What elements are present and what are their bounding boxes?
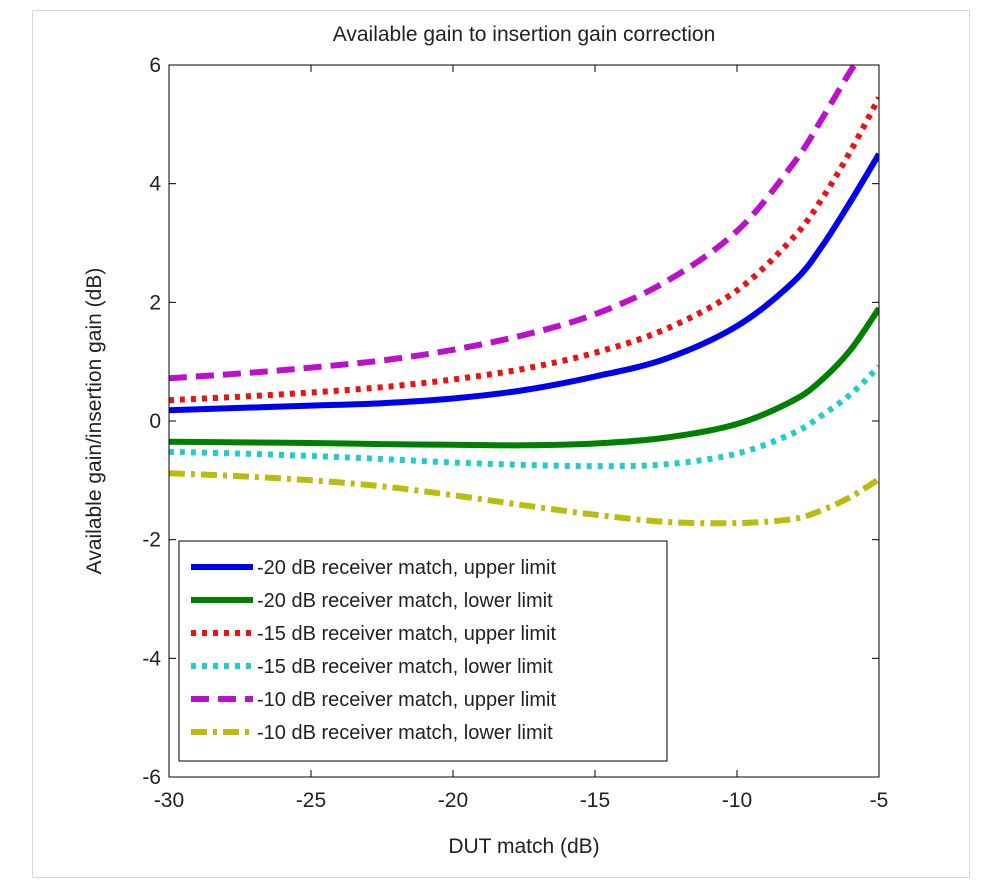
y-axis-label: Available gain/insertion gain (dB) <box>83 268 106 575</box>
y-tick-label: -4 <box>142 647 161 670</box>
x-tick-label: -15 <box>580 789 610 812</box>
legend-box <box>178 540 668 762</box>
legend-label: -15 dB receiver match, lower limit <box>257 656 553 678</box>
x-tick-label: -30 <box>154 789 184 812</box>
legend-label: -20 dB receiver match, upper limit <box>257 557 556 579</box>
series-line <box>169 65 859 382</box>
y-tick-label: -6 <box>142 766 161 789</box>
figure-frame: Available gain to insertion gain correct… <box>32 10 970 878</box>
series-line <box>169 470 879 527</box>
y-tick-label: -2 <box>142 529 161 552</box>
x-tick-label: -20 <box>438 789 468 812</box>
legend-label: -20 dB receiver match, lower limit <box>257 590 553 612</box>
series-layer <box>169 65 879 527</box>
y-tick-label: 2 <box>149 291 161 314</box>
x-tick-label: -10 <box>722 789 752 812</box>
legend-label: -10 dB receiver match, lower limit <box>257 722 553 744</box>
y-tick-label: 0 <box>149 410 161 433</box>
chart: Available gain to insertion gain correct… <box>83 23 888 858</box>
y-tick-label: 4 <box>149 173 161 196</box>
x-axis-label: DUT match (dB) <box>448 835 599 858</box>
legend: -20 dB receiver match, upper limit -20 dB… <box>178 540 668 762</box>
chart-title: Available gain to insertion gain correct… <box>333 23 716 46</box>
series-line <box>169 306 879 449</box>
x-tick-label: -5 <box>870 789 889 812</box>
x-tick-label: -25 <box>296 789 326 812</box>
y-tick-label: 6 <box>149 54 161 77</box>
legend-label: -10 dB receiver match, upper limit <box>257 689 556 711</box>
series-line <box>169 96 879 404</box>
legend-label: -15 dB receiver match, upper limit <box>257 623 556 645</box>
series-line <box>169 152 879 414</box>
series-line <box>169 364 879 470</box>
